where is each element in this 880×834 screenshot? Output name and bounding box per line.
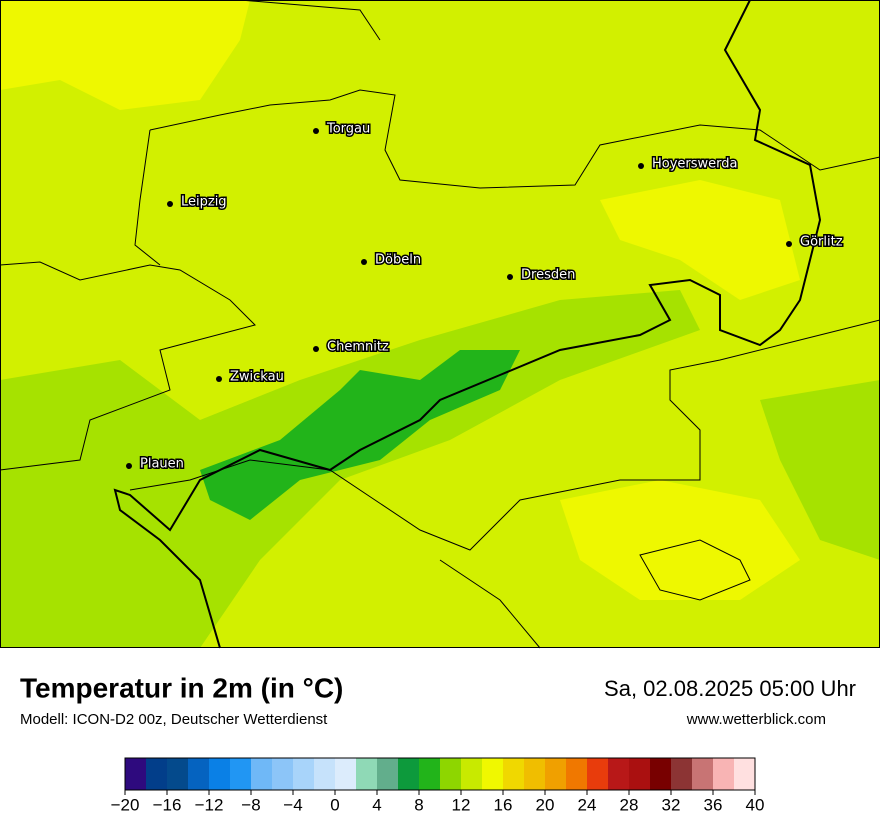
colorbar-swatch — [713, 758, 735, 790]
city-label: Torgau — [326, 122, 370, 137]
colorbar-frame — [124, 757, 756, 791]
colorbar-swatch — [545, 758, 567, 790]
city-label: Dresden — [521, 268, 575, 283]
datetime: Sa, 02.08.2025 05:00 Uhr — [604, 676, 856, 701]
colorbar-swatch — [482, 758, 504, 790]
warm-area — [0, 0, 250, 110]
cool-area — [760, 380, 880, 560]
colorbar-swatch — [146, 758, 168, 790]
warm-area — [560, 480, 800, 600]
colorbar-swatch — [692, 758, 714, 790]
colorbar-tick-label: −4 — [283, 795, 302, 814]
city-dot — [786, 241, 792, 247]
borders — [0, 0, 880, 649]
city-label: Döbeln — [375, 253, 421, 268]
colorbar-swatch — [566, 758, 588, 790]
colorbar-swatch — [419, 758, 441, 790]
colorbar-swatch — [734, 758, 756, 790]
cold-area — [200, 350, 520, 520]
city-dot — [167, 201, 173, 207]
colorbar-swatch — [209, 758, 231, 790]
map: Torgau Leipzig Hoyerswerda Görlitz Döbel… — [0, 0, 880, 649]
colorbar-tick-label: 36 — [704, 795, 723, 814]
city-label: Zwickau — [230, 370, 284, 385]
city-dot — [361, 259, 367, 265]
city-label: Chemnitz — [327, 340, 389, 355]
city-label: Plauen — [140, 457, 184, 472]
colorbar-swatch — [167, 758, 189, 790]
colorbar-swatch — [440, 758, 462, 790]
city-dot — [507, 274, 513, 280]
city-label: Leipzig — [181, 195, 227, 210]
city-dot — [216, 376, 222, 382]
city-dot — [313, 346, 319, 352]
warm-area — [600, 180, 800, 300]
colorbar-tick-label: 32 — [662, 795, 681, 814]
colorbar-swatch — [356, 758, 378, 790]
colorbar: −20 −16 −12 −8 −4 0 4 8 12 16 20 24 28 32 36 40 — [111, 757, 765, 814]
colorbar-swatch — [671, 758, 693, 790]
colorbar-swatch — [587, 758, 609, 790]
colorbar-swatch — [230, 758, 252, 790]
colorbar-tick-label: 20 — [536, 795, 555, 814]
colorbar-tick-label: −20 — [111, 795, 140, 814]
colorbar-swatch — [314, 758, 336, 790]
colorbar-swatch — [293, 758, 315, 790]
title: Temperatur in 2m (in °C) — [20, 672, 343, 703]
colorbar-swatch — [461, 758, 483, 790]
colorbar-swatch — [398, 758, 420, 790]
colorbar-swatch — [524, 758, 546, 790]
city-dot — [313, 128, 319, 134]
national-border — [113, 0, 822, 649]
website: www.wetterblick.com — [686, 711, 826, 728]
colorbar-tick-label: −8 — [241, 795, 260, 814]
city-label: Görlitz — [800, 235, 843, 250]
colorbar-tick-label: 12 — [452, 795, 471, 814]
cool-area — [0, 290, 700, 648]
city-label: Hoyerswerda — [652, 157, 738, 172]
colorbar-swatch — [377, 758, 399, 790]
colorbar-tick-label: 4 — [372, 795, 381, 814]
colorbar-swatch — [251, 758, 273, 790]
cities: Torgau Leipzig Hoyerswerda Görlitz Döbel… — [126, 120, 844, 473]
colorbar-swatch — [629, 758, 651, 790]
colorbar-swatch — [650, 758, 672, 790]
colorbar-tick-label: −12 — [195, 795, 224, 814]
colorbar-swatch — [272, 758, 294, 790]
colorbar-swatch — [188, 758, 210, 790]
colorbar-tick-label: 24 — [578, 795, 597, 814]
city-dot — [126, 463, 132, 469]
colorbar-tick-label: −16 — [153, 795, 182, 814]
colorbar-swatch — [608, 758, 630, 790]
colorbar-tick-label: 0 — [330, 795, 339, 814]
colorbar-tick-label: 8 — [414, 795, 423, 814]
colorbar-swatch — [335, 758, 357, 790]
colorbar-tick-label: 16 — [494, 795, 513, 814]
city-dot — [638, 163, 644, 169]
colorbar-tick-label: 28 — [620, 795, 639, 814]
colorbar-swatch — [503, 758, 525, 790]
colorbar-swatch — [125, 758, 147, 790]
colorbar-tick-label: 40 — [746, 795, 765, 814]
subtitle: Modell: ICON-D2 00z, Deutscher Wetterdie… — [20, 711, 328, 728]
